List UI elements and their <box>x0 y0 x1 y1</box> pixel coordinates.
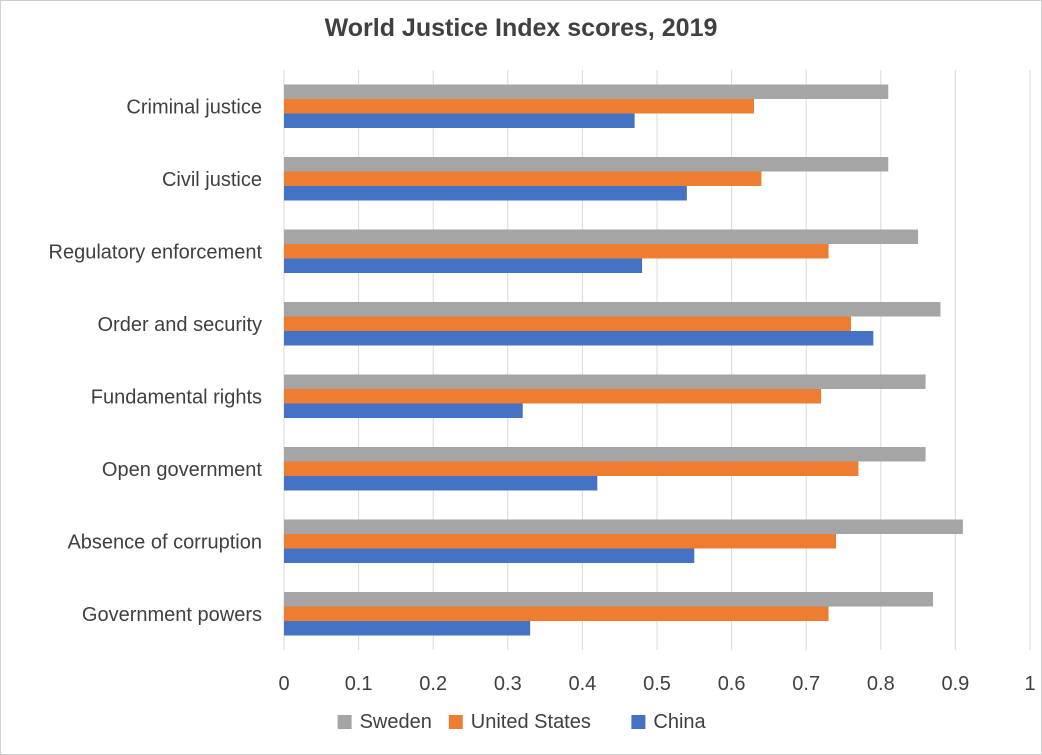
category-label-order-and-security: Order and security <box>97 314 262 336</box>
bar-united-states-absence-of-corruption <box>284 534 837 549</box>
category-label-civil-justice: Civil justice <box>162 169 262 191</box>
bar-sweden-absence-of-corruption <box>284 519 963 534</box>
category-label-criminal-justice: Criminal justice <box>126 96 262 118</box>
bar-united-states-open-government <box>284 461 859 476</box>
x-tick-label: 0.9 <box>941 673 969 695</box>
bar-sweden-criminal-justice <box>284 84 889 99</box>
category-label-fundamental-rights: Fundamental rights <box>91 386 262 408</box>
x-tick-label: 0.1 <box>345 673 373 695</box>
category-label-regulatory-enforcement: Regulatory enforcement <box>49 241 263 263</box>
bar-sweden-civil-justice <box>284 157 889 172</box>
category-label-government-powers: Government powers <box>82 604 262 626</box>
bar-china-open-government <box>284 476 598 491</box>
bar-united-states-fundamental-rights <box>284 389 822 404</box>
bar-sweden-order-and-security <box>284 302 941 317</box>
x-tick-label: 0.5 <box>643 673 671 695</box>
bar-china-regulatory-enforcement <box>284 258 643 273</box>
bar-sweden-regulatory-enforcement <box>284 229 919 244</box>
legend-label-china: China <box>653 711 706 733</box>
x-tick-label: 0.2 <box>419 673 447 695</box>
bar-china-government-powers <box>284 621 531 636</box>
bar-china-criminal-justice <box>284 113 635 128</box>
x-tick-label: 0 <box>278 673 289 695</box>
chart-title: World Justice Index scores, 2019 <box>324 14 718 42</box>
legend-swatch-united-states <box>448 715 463 729</box>
bar-sweden-open-government <box>284 447 926 462</box>
bar-united-states-regulatory-enforcement <box>284 244 829 259</box>
bar-united-states-criminal-justice <box>284 99 754 114</box>
category-label-open-government: Open government <box>102 459 263 481</box>
bar-china-absence-of-corruption <box>284 548 695 563</box>
x-tick-label: 0.4 <box>568 673 596 695</box>
category-label-absence-of-corruption: Absence of corruption <box>67 531 262 553</box>
x-tick-label: 0.8 <box>867 673 895 695</box>
bar-united-states-civil-justice <box>284 171 762 186</box>
bar-sweden-fundamental-rights <box>284 374 926 389</box>
legend-swatch-china <box>631 715 646 729</box>
x-tick-label: 0.6 <box>718 673 746 695</box>
bar-china-fundamental-rights <box>284 403 523 418</box>
bar-china-civil-justice <box>284 186 687 201</box>
bar-sweden-government-powers <box>284 592 934 607</box>
bar-china-order-and-security <box>284 331 874 346</box>
bar-united-states-government-powers <box>284 606 829 621</box>
legend-label-united-states: United States <box>471 711 591 733</box>
bar-united-states-order-and-security <box>284 316 851 331</box>
x-tick-label: 1 <box>1024 673 1035 695</box>
legend-swatch-sweden <box>337 715 352 729</box>
legend-label-sweden: Sweden <box>360 711 432 733</box>
x-tick-label: 0.7 <box>792 673 820 695</box>
x-tick-label: 0.3 <box>494 673 522 695</box>
